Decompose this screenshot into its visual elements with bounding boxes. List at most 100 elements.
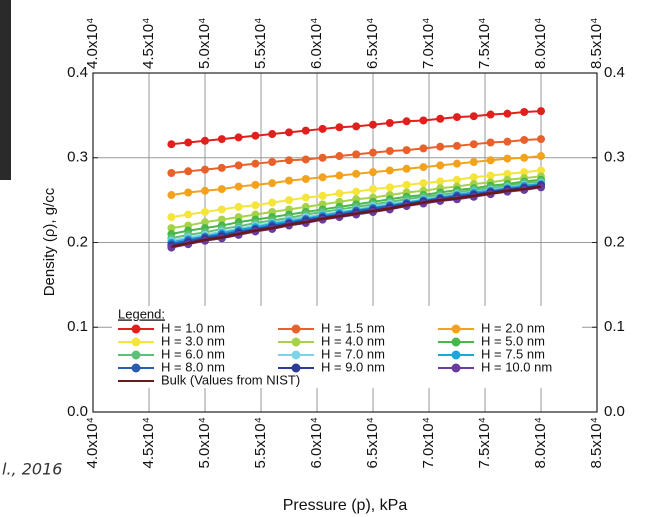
data-point	[537, 135, 545, 144]
data-point	[167, 224, 176, 233]
legend-marker	[451, 337, 461, 347]
x-tick-label-top: 8.5x10⁴	[588, 18, 605, 69]
legend-marker	[291, 350, 301, 360]
legend-label: H = 2.0 nm	[481, 320, 545, 335]
legend-label: H = 10.0 nm	[481, 359, 552, 374]
legend-marker	[291, 324, 301, 334]
legend-label: H = 7.5 nm	[481, 346, 545, 361]
data-point	[301, 126, 310, 135]
legend-marker	[131, 363, 141, 373]
data-point	[234, 182, 243, 191]
legend-marker	[451, 350, 461, 360]
y-tick-label: 0.3	[67, 149, 88, 166]
data-point	[352, 187, 361, 196]
data-point	[268, 179, 277, 188]
legend-label: H = 9.0 nm	[321, 359, 385, 374]
data-point	[301, 174, 310, 183]
y2-tick-label: 0.3	[604, 149, 625, 166]
data-point	[217, 185, 226, 194]
legend-label: H = 8.0 nm	[161, 359, 225, 374]
data-point	[251, 159, 260, 168]
data-point	[486, 138, 495, 147]
data-point	[469, 112, 478, 121]
data-point	[503, 137, 512, 146]
data-point	[352, 169, 361, 178]
y-tick-label: 0.1	[67, 318, 88, 335]
data-point	[537, 152, 545, 161]
data-point	[201, 207, 209, 216]
data-point	[285, 156, 293, 165]
data-point	[402, 164, 411, 173]
data-point	[318, 153, 327, 162]
x-tick-label-bottom: 5.5x10⁴	[252, 417, 269, 468]
x-tick-label-bottom: 6.0x10⁴	[308, 417, 325, 468]
data-point	[369, 185, 377, 194]
data-point	[167, 213, 176, 222]
data-point	[486, 110, 495, 119]
plot-frame	[92, 72, 598, 413]
data-point	[251, 180, 260, 189]
data-point	[285, 176, 293, 185]
x-tick-label-top: 6.5x10⁴	[364, 18, 381, 69]
data-point	[251, 201, 260, 210]
data-point	[285, 128, 293, 137]
y2-tick-label: 0.0	[604, 403, 625, 420]
legend-marker	[291, 363, 301, 373]
data-point	[184, 188, 193, 197]
data-point	[301, 193, 310, 202]
data-point	[335, 189, 344, 198]
x-tick-label-top: 7.5x10⁴	[476, 18, 493, 69]
data-point	[520, 153, 529, 162]
legend-marker	[451, 363, 461, 373]
legend-title: Legend:	[118, 306, 165, 321]
data-point	[520, 168, 529, 177]
annotation: l., 2016	[2, 460, 62, 479]
y2-tick-label: 0.1	[604, 318, 625, 335]
legend-label: H = 1.0 nm	[161, 320, 225, 335]
data-point	[335, 123, 344, 132]
data-point	[268, 130, 277, 139]
data-point	[369, 168, 377, 177]
x-tick-label-bottom: 5.0x10⁴	[196, 417, 213, 468]
data-point	[167, 140, 176, 149]
legend-label: H = 1.5 nm	[321, 320, 385, 335]
x-tick-label-top: 5.0x10⁴	[196, 18, 213, 69]
legend-marker	[131, 337, 141, 347]
legend-label: H = 7.0 nm	[321, 346, 385, 361]
data-point	[469, 173, 478, 182]
legend-box	[112, 306, 582, 388]
data-point	[469, 157, 478, 166]
data-point	[335, 152, 344, 161]
x-tick-label-bottom: 6.5x10⁴	[364, 417, 381, 468]
x-tick-label-bottom: 7.0x10⁴	[420, 417, 437, 468]
x-tick-label-bottom: 7.5x10⁴	[476, 417, 493, 468]
data-point	[402, 180, 411, 189]
data-point	[318, 124, 327, 133]
legend-label: H = 3.0 nm	[161, 333, 225, 348]
data-point	[402, 117, 411, 126]
data-point	[184, 167, 193, 176]
x-tick-label-top: 8.0x10⁴	[532, 18, 549, 69]
y2-tick-label: 0.4	[604, 64, 625, 81]
legend-label: H = 6.0 nm	[161, 346, 225, 361]
data-point	[419, 163, 428, 172]
data-point	[167, 169, 176, 178]
legend-marker	[291, 337, 301, 347]
data-point	[436, 177, 445, 186]
legend-label: Bulk (Values from NIST)	[161, 372, 300, 387]
data-point	[369, 120, 377, 129]
data-point	[537, 107, 545, 116]
data-point	[217, 135, 226, 144]
data-point	[217, 215, 226, 224]
series-line	[171, 185, 542, 249]
x-axis-label: Pressure (p), kPa	[283, 497, 408, 514]
data-point	[268, 157, 277, 166]
data-point	[335, 171, 344, 180]
data-point	[537, 166, 545, 175]
data-point	[469, 140, 478, 149]
x-tick-label-top: 5.5x10⁴	[252, 18, 269, 69]
data-point	[234, 161, 243, 170]
data-point	[167, 191, 176, 200]
